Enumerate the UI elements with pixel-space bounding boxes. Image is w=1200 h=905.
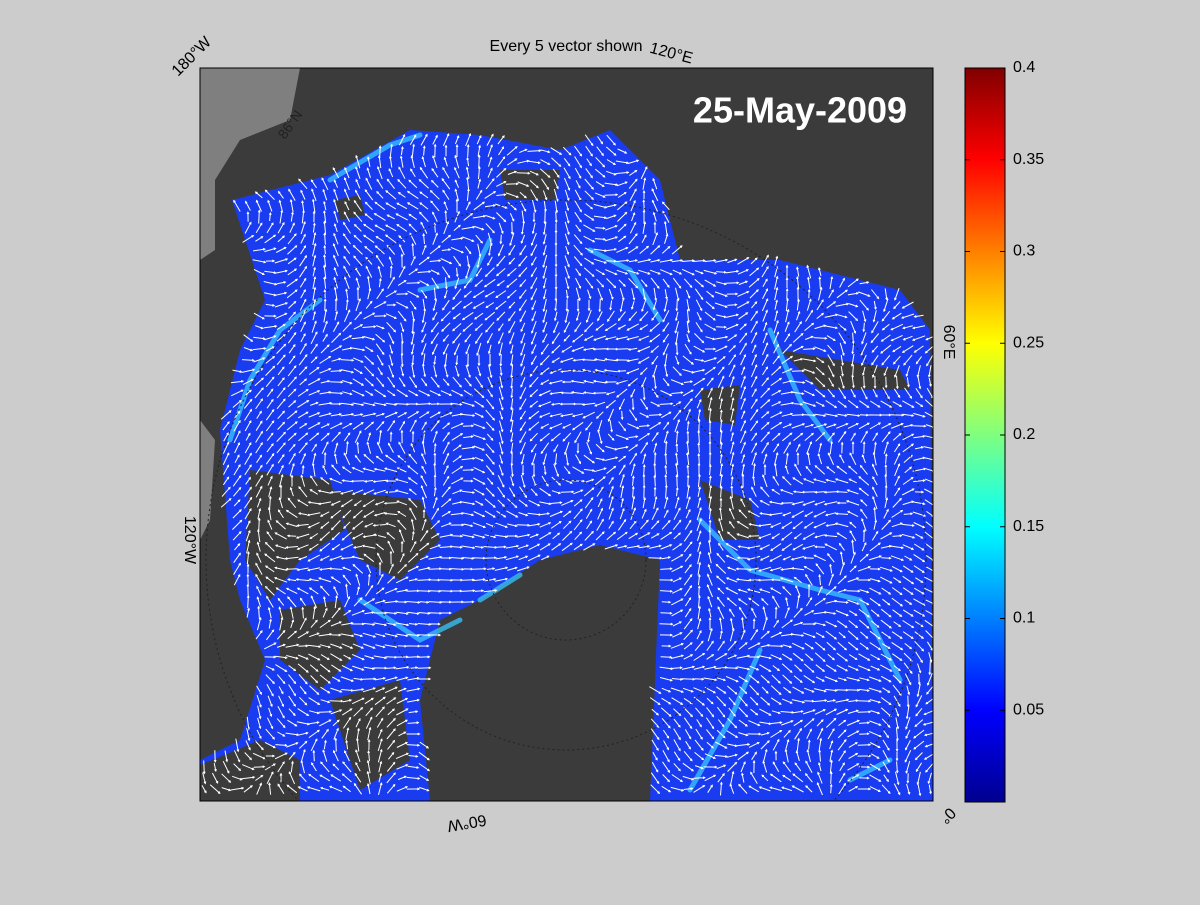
map-title: Every 5 vector shown xyxy=(490,38,643,55)
colorbar-tick-label: 0.25 xyxy=(1013,334,1044,351)
colorbar-tick-label: 0.35 xyxy=(1013,151,1044,168)
colorbar-tick-label: 0.15 xyxy=(1013,518,1044,535)
colorbar-tick-label: 0.3 xyxy=(1013,243,1035,260)
colorbar-tick-label: 0.1 xyxy=(1013,610,1035,627)
graticule xyxy=(205,199,927,801)
map-area: 25-May-2009 86°N xyxy=(200,68,933,801)
graticule-label: 120°W xyxy=(181,516,198,565)
colorbar-tick-label: 0.05 xyxy=(1013,701,1044,718)
colorbar-tick-label: 0.2 xyxy=(1013,426,1035,443)
land-outside xyxy=(200,68,300,260)
colorbar-tick-label: 0.4 xyxy=(1013,59,1035,76)
date-label: 25-May-2009 xyxy=(693,90,907,131)
graticule-label: 60°W xyxy=(445,811,488,835)
graticule-label: 60°E xyxy=(940,325,957,360)
colorbar-ticks: 0.05 0.1 0.15 0.2 0.25 0.3 0.35 0.4 xyxy=(965,59,1044,718)
colorbar xyxy=(964,67,1006,803)
map-frame xyxy=(199,67,934,802)
drift-vectors xyxy=(201,133,933,797)
land-outside xyxy=(200,420,215,540)
fast-ice-streaks xyxy=(227,132,903,793)
